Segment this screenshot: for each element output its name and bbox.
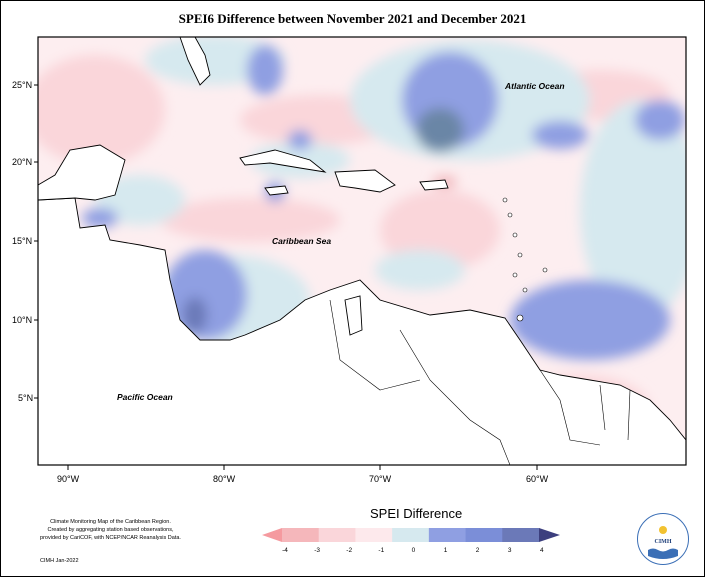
plot-frame <box>37 36 687 466</box>
blue-mid-ne <box>532 121 588 149</box>
legend-swatches <box>282 528 540 542</box>
blue-mid-bahamas <box>247 45 283 95</box>
lat-label: 25°N <box>12 80 32 90</box>
legend-swatch <box>355 528 393 542</box>
mainland-americas <box>38 197 686 465</box>
border-5 <box>329 299 421 391</box>
blue-mid-belize <box>82 208 118 228</box>
axis-ticks <box>34 84 538 470</box>
credits-block: Climate Monitoring Map of the Caribbean … <box>18 518 203 542</box>
maracaibo-lake <box>344 295 363 336</box>
blue-dark-atlantic <box>416 108 464 152</box>
legend-swatch <box>465 528 503 542</box>
lesser-antilles <box>502 197 548 322</box>
lon-label: 80°W <box>213 474 236 484</box>
border-2 <box>539 369 601 446</box>
legend-tick-label: 4 <box>540 547 544 554</box>
label-atlantic-ocean: Atlantic Ocean <box>504 81 565 91</box>
legend-tick-label: 0 <box>412 547 416 554</box>
lat-label: 5°N <box>18 393 33 403</box>
wave-icon <box>648 548 678 559</box>
legend-tick-label: 1 <box>444 547 448 554</box>
lon-label: 70°W <box>369 474 392 484</box>
logo-text: CIMH <box>654 539 672 545</box>
credits-line: Climate Monitoring Map of the Caribbean … <box>50 519 171 525</box>
island <box>522 287 528 293</box>
lat-label: 20°N <box>12 157 32 167</box>
lat-label: 15°N <box>12 236 32 246</box>
legend-arrow-right <box>539 528 560 542</box>
blue-dark-nicaragua <box>183 297 207 333</box>
border-1 <box>399 329 511 465</box>
pink-patch-east <box>380 190 500 270</box>
map-title: SPEI6 Difference between November 2021 a… <box>178 11 527 26</box>
border-4 <box>627 389 631 441</box>
island <box>542 267 548 273</box>
pink-patch-gulf <box>38 55 165 165</box>
legend-swatch <box>392 528 430 542</box>
island <box>512 232 518 238</box>
legend-tick-label: -3 <box>314 547 320 554</box>
logo-graphic <box>648 526 678 559</box>
spei-field: Atlantic Ocean Caribbean Sea Pacific Oce… <box>38 37 686 465</box>
legend-swatch <box>502 528 540 542</box>
blue-mid-venezuela <box>510 280 670 360</box>
blue-light-south <box>375 250 465 290</box>
credits-line: Created by aggregating station based obs… <box>47 527 174 533</box>
label-caribbean-sea: Caribbean Sea <box>272 236 331 246</box>
legend-swatch <box>318 528 356 542</box>
credits-stamp: CIMH Jan-2022 <box>40 558 79 564</box>
cimh-logo: CIMH <box>637 513 689 565</box>
legend-tick-label: 2 <box>476 547 480 554</box>
florida <box>179 37 211 86</box>
legend-tick-label: -4 <box>282 547 288 554</box>
legend-title: SPEI Difference <box>370 506 463 521</box>
sun-icon <box>659 526 667 534</box>
legend-swatch <box>282 528 320 542</box>
legend-tick-label: -2 <box>346 547 352 554</box>
legend-arrow-left <box>262 528 282 542</box>
label-pacific-ocean: Pacific Ocean <box>117 392 173 402</box>
blue-light-east <box>580 100 686 320</box>
land-outlines <box>38 37 686 465</box>
island <box>517 252 523 258</box>
legend-colorbar: -4 -3 -2 -1 0 1 2 3 4 <box>262 528 560 554</box>
cuba <box>239 149 327 173</box>
island <box>502 197 508 203</box>
lat-label: 10°N <box>12 315 32 325</box>
island <box>512 272 518 278</box>
blue-mid-far-east <box>635 100 685 140</box>
lon-label: 60°W <box>526 474 549 484</box>
legend-tick-label: 3 <box>508 547 512 554</box>
jamaica <box>264 185 289 196</box>
pink-patch-caribbean <box>160 198 340 242</box>
credits-line: provided by CariCOF, with NCEP/NCAR Rean… <box>40 535 181 541</box>
legend-tick-labels: -4 -3 -2 -1 0 1 2 3 4 <box>282 547 544 554</box>
mexico-yucatan <box>38 144 126 201</box>
blue-mid-cuba <box>288 130 312 150</box>
lon-label: 90°W <box>57 474 80 484</box>
borders <box>329 299 631 465</box>
island-trinidad <box>516 314 524 322</box>
legend-swatch <box>428 528 467 542</box>
hispaniola <box>334 169 396 193</box>
puerto-rico <box>419 179 449 191</box>
legend-tick-label: -1 <box>378 547 384 554</box>
island <box>507 212 513 218</box>
border-3 <box>599 384 606 431</box>
